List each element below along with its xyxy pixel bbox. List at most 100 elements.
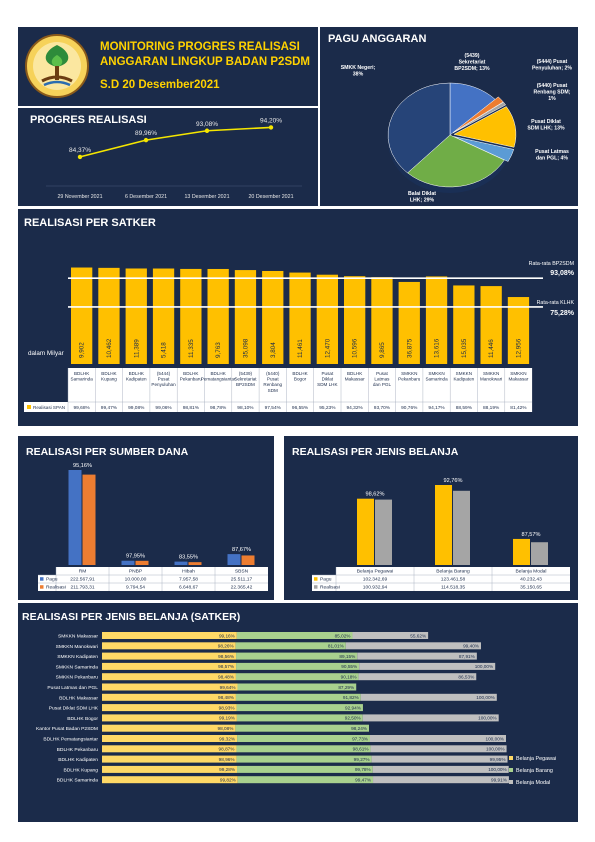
jenis-satker-category-label: SMKKN Makassar [58,634,98,640]
jenis-satker-legend-swatch [509,756,513,760]
progres-point [143,137,149,143]
jenis-satker-bar [236,745,371,753]
sumber-value-label: 22.365,42 [231,585,253,591]
pagu-slice-label: SMKK Negeri; 38% [341,65,376,78]
satker-category-label: SMKKN Manokwari [480,371,502,382]
jenis-value-label: 35.150,65 [520,585,542,591]
satker-percent-label: 99,68% [74,405,91,411]
sumber-bar [121,560,135,565]
jenis-satker-value-label: 98,08% [217,726,233,731]
sumber-bar [135,560,149,565]
sumber-panel: REALISASI PER SUMBER DANA 95,16% 97,95% 83… [18,436,274,600]
jenis-satker-value-label: 99,40% [463,644,479,649]
pagu-slice-label: Pusat Latmas dan PGL; 4% [535,149,569,162]
jenis-satker-bar [102,776,238,784]
jenis-satker-value-label: 98,24% [351,726,367,731]
jenis-satker-value-label: 90,55% [341,664,357,669]
jenis-satker-value-label: 98,57% [218,664,234,669]
satker-milyar-label: 9,865 [379,342,386,358]
satker-bar [371,277,393,364]
jenis-satker-value-label: 91,82% [343,695,359,700]
jenis-satker-bar [370,745,507,753]
satker-milyar-label: 3,804 [270,342,277,358]
jenis-satker-bar [237,765,373,773]
satker-percent-label: 98,78% [210,405,227,411]
jenis-satker-value-label: 100,00% [478,716,497,721]
sumber-percent-label: 97,95% [126,554,145,560]
jenis-satker-bar [102,745,237,753]
jenis-title: REALISASI PER JENIS BELANJA [292,446,459,458]
jenis-satker-legend-swatch [509,768,513,772]
jenis-satker-bar [237,735,370,742]
jenis-satker-value-label: 99,19% [219,716,235,721]
sumber-value-label: 9.794,54 [126,585,145,591]
jenis-value-label: 114.518,35 [441,585,465,591]
jenis-value-label: 123.461,58 [441,577,466,583]
sumber-legend-label: Pagu [46,577,58,583]
jenis-percent-label: 87,57% [522,532,541,538]
satker-percent-label: 98,81% [183,405,200,411]
jenis-satker-category-label: BDLHK Samarinda [57,778,99,784]
satker-percent-label: 88,19% [483,405,500,411]
satker-category-label: BDLHK Pematangsiantar [201,371,236,382]
satker-milyar-label: 11,335 [188,339,195,358]
jenis-legend-label: Pagu [320,577,332,583]
jenis-bar [453,490,470,565]
sumber-bar [241,555,255,565]
satker-percent-label: 99,47% [101,405,118,411]
sumber-category-label: Hibah [182,569,195,575]
jenis-satker-category-label: BDLHK Kupang [63,767,98,773]
satker-bar [262,270,284,364]
jenis-table-bg [336,567,570,591]
satker-avg-klhk-label: Rata-rata KLHK [537,300,575,306]
satker-bar [507,297,530,364]
satker-bar [98,267,120,364]
sumber-value-label: 222.567,91 [70,577,95,583]
satker-percent-label: 93,70% [374,405,391,411]
jenis-satker-value-label: 100,00% [475,664,494,669]
jenis-satker-value-label: 90,18% [341,675,357,680]
jenis-percent-label: 98,62% [366,492,385,498]
jenis-bar [531,542,548,565]
satker-category-label: SMKKN Makassar [508,371,528,382]
jenis-satker-bar [235,673,359,681]
satker-category-label: SMKKN Pekanbaru [398,371,421,382]
jenis-satker-legend-label: Belanja Modal [516,780,550,786]
jenis-satker-panel: REALISASI PER JENIS BELANJA (SATKER) SMK… [18,603,578,822]
jenis-satker-bar [373,776,509,784]
satker-bar [398,281,420,364]
satker-percent-label: 81,42% [510,405,527,411]
jenis-legend-label: Realisasi [320,585,340,591]
progres-x-label: 13 Desember 2021 [184,194,229,200]
sumber-bar [68,470,82,565]
jenis-value-label: 102.342,69 [363,577,388,583]
jenis-satker-bar [345,642,481,650]
jenis-satker-value-label: 99,64% [220,685,236,690]
jenis-satker-value-label: 81,01% [328,644,344,649]
satker-bar [289,272,311,364]
satker-bar [316,274,338,364]
jenis-satker-category-label: BDLHK Bogor [67,716,98,722]
jenis-satker-title: REALISASI PER JENIS BELANJA (SATKER) [22,611,241,623]
satker-unit-label: dalam Milyar [28,350,64,357]
jenis-satker-bar [236,632,353,639]
jenis-satker-bar [236,755,372,763]
jenis-satker-value-label: 98,48% [218,675,234,680]
jenis-satker-value-label: 100,00% [488,767,507,772]
sumber-bar [82,474,96,565]
jenis-satker-bar [236,714,363,722]
jenis-satker-category-label: BDLHK Pekanbaru [57,747,99,753]
jenis-satker-bar [102,642,236,650]
satker-milyar-label: 5,418 [161,342,168,358]
jenis-satker-value-label: 99,27% [354,757,370,762]
jenis-satker-category-label: BDLHK Makassar [59,695,98,701]
header-title-line2: ANGGARAN LINGKUP BADAN P2SDM [100,56,310,68]
jenis-satker-bar [235,693,361,701]
sumber-percent-label: 87,67% [232,547,251,553]
sumber-value-label: 6.648,67 [179,585,198,591]
pagu-slice-label: Balai Diklat LHK; 29% [408,191,436,204]
jenis-satker-category-label: SMKKN Kadipaten [57,654,98,660]
satker-milyar-label: 36,875 [406,338,413,358]
jenis-satker-value-label: 98,87% [219,747,235,752]
progres-point [204,128,210,133]
